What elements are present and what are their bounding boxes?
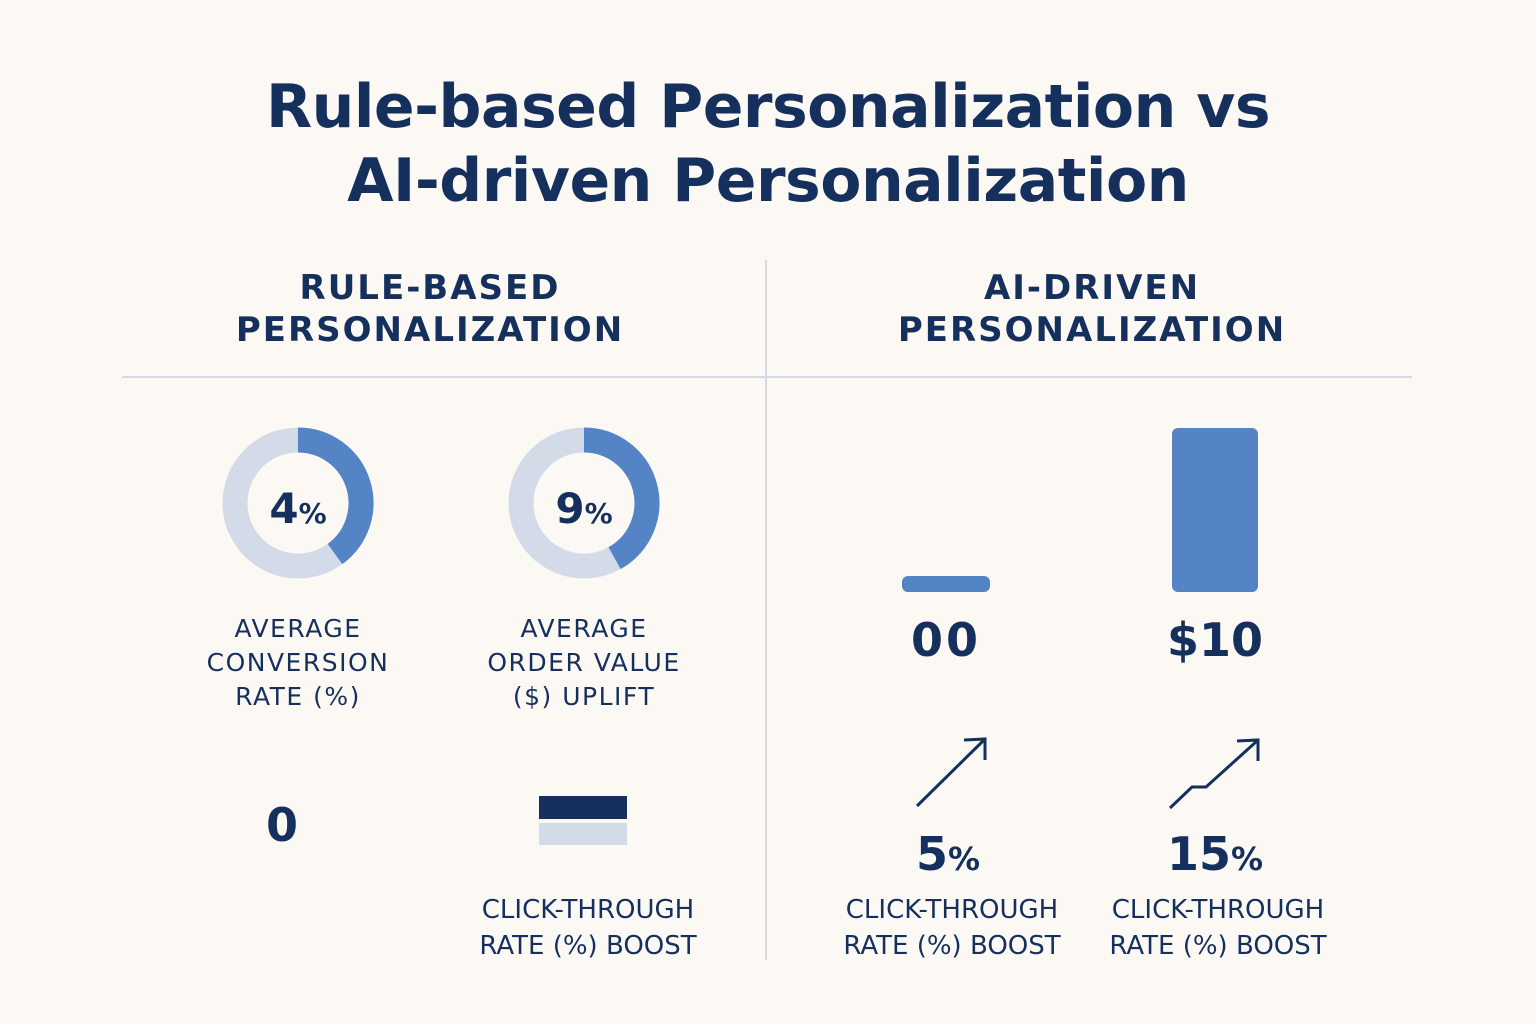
right-heading-line1: AI-DRIVEN xyxy=(983,268,1201,308)
chart-title-line1: Rule-based Personalization vs xyxy=(265,72,1271,142)
horizontal-divider xyxy=(122,376,1412,378)
left-ctr-bar-light xyxy=(539,823,627,845)
label-line: AVERAGE xyxy=(234,614,362,643)
donut-chart-order-value xyxy=(508,427,660,579)
donut-value-number: 9 xyxy=(555,484,585,533)
donut-segment xyxy=(583,427,660,570)
bar-label-00: 00 xyxy=(910,613,981,667)
bar-label-10: $10 xyxy=(1166,613,1264,667)
left-ctr-label: CLICK-THROUGH RATE (%) BOOST xyxy=(448,892,728,964)
donut-value-unit: % xyxy=(298,497,327,530)
value-number: 5 xyxy=(915,827,948,881)
metric-label-order-value: AVERAGE ORDER VALUE ($) UPLIFT xyxy=(454,612,714,714)
vertical-divider xyxy=(765,260,767,960)
donut-chart-conversion xyxy=(222,427,374,579)
right-ctr-label-1: CLICK-THROUGH RATE (%) BOOST xyxy=(812,892,1092,964)
label-line: CLICK-THROUGH xyxy=(845,895,1059,925)
donut-value-number: 4 xyxy=(269,484,299,533)
donut-value-unit: % xyxy=(584,497,613,530)
label-line: RATE (%) BOOST xyxy=(843,931,1061,961)
trend-up-arrow-icon xyxy=(915,737,987,808)
value-unit: % xyxy=(1230,840,1264,878)
left-heading-line2: PERSONALIZATION xyxy=(235,310,625,350)
label-line: CONVERSION xyxy=(206,648,390,677)
label-line: ORDER VALUE xyxy=(487,648,681,677)
label-line: RATE (%) BOOST xyxy=(479,931,697,961)
right-ctr-label-2: CLICK-THROUGH RATE (%) BOOST xyxy=(1078,892,1358,964)
value-unit: % xyxy=(947,840,981,878)
metric-label-conversion: AVERAGE CONVERSION RATE (%) xyxy=(168,612,428,714)
right-ctr-value-1: 5% xyxy=(878,826,1018,887)
label-line: RATE (%) BOOST xyxy=(1109,931,1327,961)
bar-10 xyxy=(1172,428,1258,592)
left-heading-line1: RULE-BASED xyxy=(299,268,561,308)
value-number: 15 xyxy=(1166,827,1231,881)
donut-segment xyxy=(297,427,374,565)
bar-00 xyxy=(902,576,990,592)
label-line: AVERAGE xyxy=(520,614,648,643)
donut-center-value: 9% xyxy=(508,484,660,539)
left-ctr-bar-dark xyxy=(539,796,627,819)
right-ctr-value-2: 15% xyxy=(1140,826,1290,887)
left-ctr-value: 0 xyxy=(265,798,298,852)
label-line: ($) UPLIFT xyxy=(512,682,656,711)
chart-title-line2: AI-driven Personalization xyxy=(347,146,1189,216)
right-heading-line2: PERSONALIZATION xyxy=(897,310,1287,350)
label-line: CLICK-THROUGH xyxy=(481,895,695,925)
label-line: RATE (%) xyxy=(235,682,361,711)
trend-step-up-arrow-icon xyxy=(1168,738,1260,810)
label-line: CLICK-THROUGH xyxy=(1111,895,1325,925)
donut-center-value: 4% xyxy=(222,484,374,539)
